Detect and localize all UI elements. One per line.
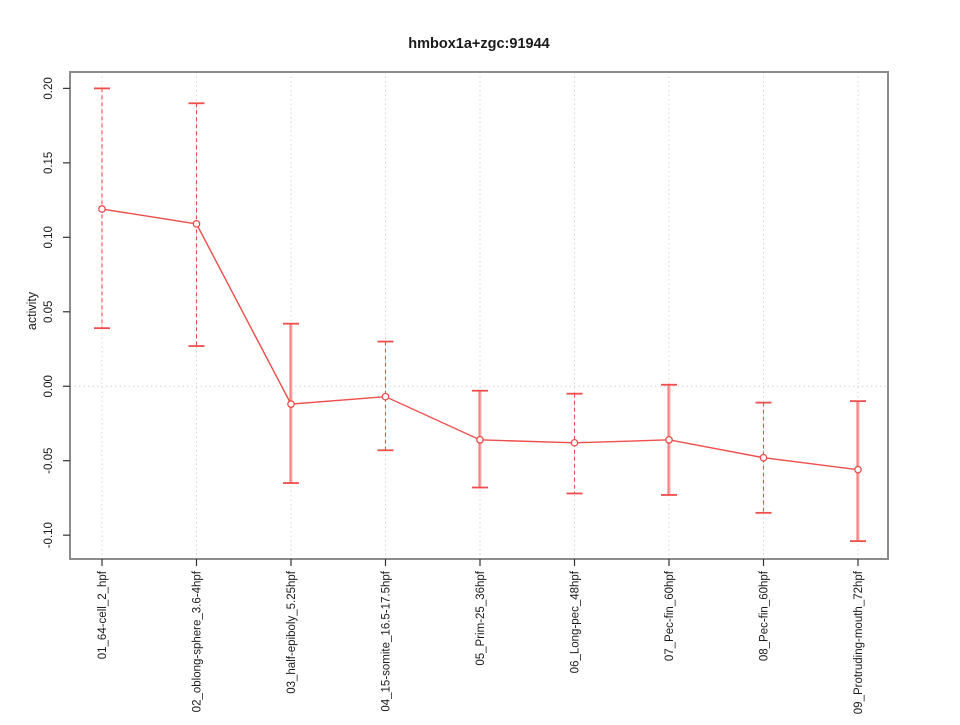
y-tick-label: 0.20 [43,77,55,99]
data-points [98,205,862,474]
x-tick-label: 01_64-cell_2_hpf [97,570,109,659]
y-tick-label: 0.10 [43,226,55,248]
data-point-marker [192,220,201,228]
data-point-marker [759,453,768,462]
data-point-marker [287,400,295,408]
y-tick-label: 0.05 [43,301,55,323]
plot-box [69,71,889,560]
data-point-marker [665,436,673,444]
x-tick-label: 07_Pec-fin_60hpf [664,570,676,661]
x-tick-label: 09_Protruding-mouth_72hpf [853,570,865,714]
plot-border [69,71,889,560]
x-tick-labels: 01_64-cell_2_hpf 02_oblong-sphere_3.6-4hp… [97,570,865,714]
y-tick-label: -0.05 [43,448,55,474]
x-tick-label: 04_15-somite_16.5-17.5hpf [381,570,393,711]
y-axis-ticks [63,87,70,536]
y-tick-label: 0.00 [43,375,55,397]
x-tick-label: 02_oblong-sphere_3.6-4hpf [192,570,204,712]
data-point-marker [476,436,484,444]
data-point-marker [98,205,106,213]
x-tick-label: 05_Prim-25_36hpf [475,570,487,665]
data-point-marker [854,465,862,474]
y-tick-label: -0.10 [43,522,55,548]
x-tick-label: 06_Long-pec_48hpf [570,570,582,673]
x-tick-label: 03_half-epiboly_5.25hpf [286,570,298,694]
chart-title: hmbox1a+zgc:91944 [408,36,549,52]
data-point-marker [381,392,390,401]
x-tick-label: 08_Pec-fin_60hpf [759,570,771,661]
y-tick-labels: -0.10 -0.05 0.00 0.05 0.10 0.15 0.20 [43,77,55,548]
y-tick-label: 0.15 [43,152,55,174]
x-axis-ticks [101,559,859,566]
data-point-marker [570,438,579,447]
y-axis-title: activity [25,291,39,330]
error-bars [94,87,866,543]
